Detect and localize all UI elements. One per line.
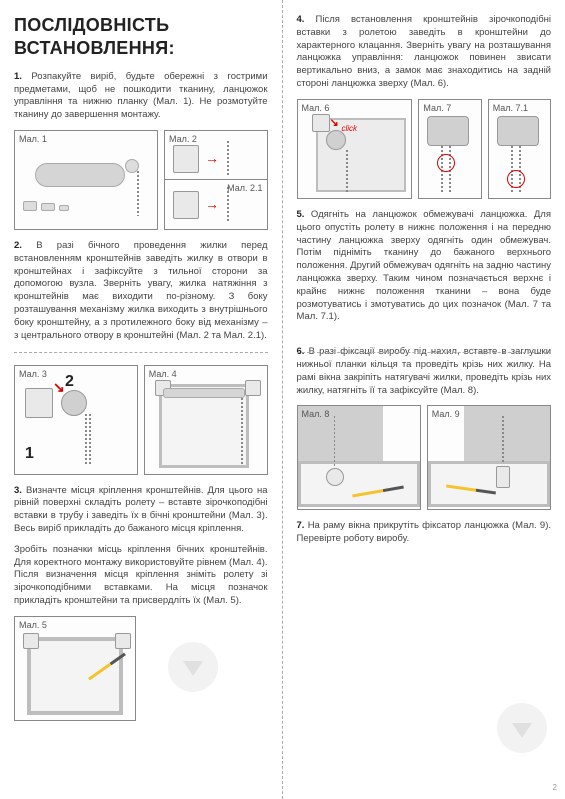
figure-8-label: Мал. 8 [302, 409, 330, 421]
figure-2-label: Мал. 2 [169, 134, 197, 146]
figure-9-label: Мал. 9 [432, 409, 460, 421]
step-5-body: Одягніть на ланцюжок обмежувачі ланцюжка… [297, 209, 552, 323]
figure-row-3: Мал. 5 [14, 616, 268, 721]
watermark-icon-2 [497, 703, 547, 753]
divider-left [14, 352, 268, 353]
page: ПОСЛІДОВНІСТЬ ВСТАНОВЛЕННЯ: 1. Розпакуйт… [0, 0, 565, 799]
figure-5: Мал. 5 [14, 616, 136, 721]
figure-6: Мал. 6 ↘ click [297, 99, 413, 199]
figure-71: Мал. 7.1 [488, 99, 551, 199]
step-2-body: В разі бічного проведення жилки перед вс… [14, 240, 268, 341]
step-4-body: Після встановлення кронштейнів зірочкопо… [297, 14, 552, 89]
figure-2-group: Мал. 2 Мал. 2.1 → → [164, 130, 267, 230]
page-number: 2 [553, 783, 557, 793]
step-4-text: 4. Після встановлення кронштейнів зірочк… [297, 14, 552, 91]
figure-row-1: Мал. 1 Мал. 2 Мал. 2.1 → [14, 130, 268, 230]
step-6-text: 6. В разі фіксації виробу під нахил, вст… [297, 346, 552, 397]
figure-row-4: Мал. 6 ↘ click Мал. 7 [297, 99, 552, 199]
step-6-body: В разі фіксації виробу під нахил, вставт… [297, 346, 552, 395]
step-7-text: 7. На раму вікна прикрутіть фіксатор лан… [297, 520, 552, 546]
badge-1: 1 [25, 444, 34, 465]
figure-row-5: Мал. 8 Мал. 9 [297, 405, 552, 510]
step-7-body: На раму вікна прикрутіть фіксатор ланцюж… [297, 520, 552, 544]
figure-6-label: Мал. 6 [302, 103, 330, 115]
step-3b-text: Зробіть позначки місць кріплення бічних … [14, 544, 268, 608]
figure-4-label: Мал. 4 [149, 369, 177, 381]
step-1-text: 1. Розпакуйте виріб, будьте обережні з г… [14, 71, 268, 122]
figure-5-label: Мал. 5 [19, 620, 47, 632]
step-5-text: 5. Одягніть на ланцюжок обмежувачі ланцю… [297, 209, 552, 324]
figure-1-label: Мал. 1 [19, 134, 47, 146]
click-text: click [342, 124, 358, 134]
figure-21-label: Мал. 2.1 [227, 183, 262, 195]
figure-row-2: Мал. 3 ↘ 1 2 Мал. 4 [14, 365, 268, 475]
page-title: ПОСЛІДОВНІСТЬ ВСТАНОВЛЕННЯ: [14, 14, 268, 61]
figure-71-label: Мал. 7.1 [493, 103, 528, 115]
figure-9: Мал. 9 [427, 405, 551, 510]
right-column: 4. Після встановлення кронштейнів зірочк… [283, 0, 565, 799]
figure-1: Мал. 1 [14, 130, 158, 230]
watermark-left-wrap [142, 616, 268, 721]
step-2-text: 2. В разі бічного проведення жилки перед… [14, 240, 268, 343]
step-3a-body: Визначте місця кріплення кронштейнів. Дл… [14, 485, 268, 534]
step-3a-text: 3. Визначте місця кріплення кронштейнів.… [14, 485, 268, 536]
step-1-body: Розпакуйте виріб, будьте обережні з гост… [14, 71, 268, 120]
figure-3: Мал. 3 ↘ 1 2 [14, 365, 138, 475]
divider-right [297, 352, 552, 353]
figure-8: Мал. 8 [297, 405, 421, 510]
figure-4: Мал. 4 [144, 365, 268, 475]
figure-7: Мал. 7 [418, 99, 481, 199]
watermark-icon [168, 642, 218, 692]
left-column: ПОСЛІДОВНІСТЬ ВСТАНОВЛЕННЯ: 1. Розпакуйт… [0, 0, 283, 799]
figure-7-label: Мал. 7 [423, 103, 451, 115]
figure-3-label: Мал. 3 [19, 369, 47, 381]
badge-2: 2 [65, 372, 74, 393]
